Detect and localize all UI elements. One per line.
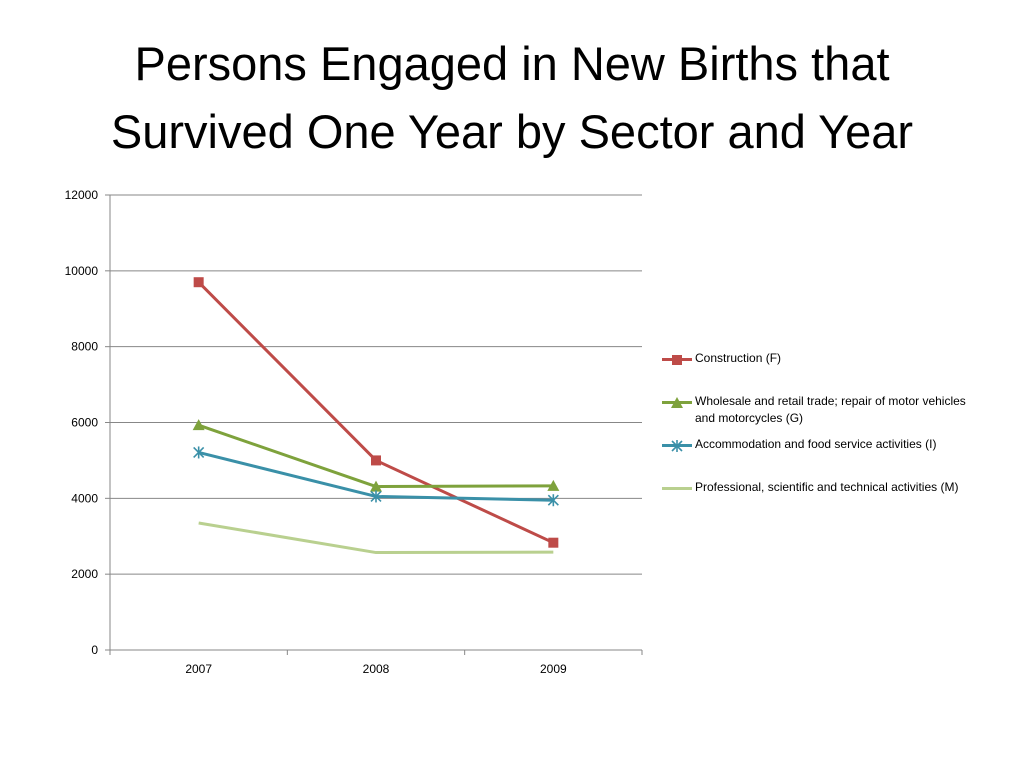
legend-swatch [662, 487, 692, 490]
series-line [198, 521, 554, 555]
legend-marker-icon [672, 354, 682, 365]
star-marker [193, 446, 205, 459]
triangle-marker [547, 479, 560, 491]
series-1 [193, 277, 559, 548]
triangle-marker [671, 396, 683, 408]
star-marker [671, 439, 683, 452]
x-tick-label: 2008 [363, 662, 390, 676]
legend-label: Construction (F) [695, 351, 782, 365]
axes: 0 2000 4000 6000 8000 10000 12000 2007 2008 2009 [65, 188, 643, 676]
series-line [197, 281, 554, 545]
legend-label: Professional, scientific and technical a… [695, 480, 959, 494]
x-tick-label: 2009 [540, 662, 567, 676]
y-tick-label: 4000 [71, 491, 98, 505]
y-tick-label: 8000 [71, 340, 98, 354]
slide-title: Persons Engaged in New Births that Survi… [0, 30, 1024, 166]
legend-marker-icon [671, 439, 683, 452]
series-4 [198, 521, 554, 555]
legend-marker-icon [671, 396, 683, 408]
slide-title-line-2: Survived One Year by Sector and Year [110, 105, 914, 158]
x-tick-label: 2007 [185, 662, 212, 676]
square-marker [548, 537, 559, 548]
gridlines [110, 194, 642, 575]
y-tick-label: 2000 [71, 567, 98, 581]
series-3 [193, 446, 559, 507]
slide-title-line-1: Persons Engaged in New Births that [134, 37, 890, 90]
triangle-marker [370, 480, 382, 492]
y-tick-label: 6000 [71, 416, 98, 430]
square-marker [371, 455, 381, 466]
triangle-marker [192, 419, 205, 431]
series-group [192, 277, 560, 555]
legend-label: Wholesale and retail trade; repair of mo… [695, 394, 966, 425]
y-tick-label: 12000 [65, 188, 99, 202]
series-2 [192, 419, 560, 492]
square-marker [672, 354, 682, 365]
star-marker [547, 494, 559, 507]
square-marker [193, 277, 204, 288]
y-tick-label: 0 [91, 643, 98, 657]
star-marker [370, 490, 382, 503]
y-tick-label: 10000 [65, 264, 99, 278]
legend-label: Accommodation and food service activitie… [695, 437, 937, 451]
